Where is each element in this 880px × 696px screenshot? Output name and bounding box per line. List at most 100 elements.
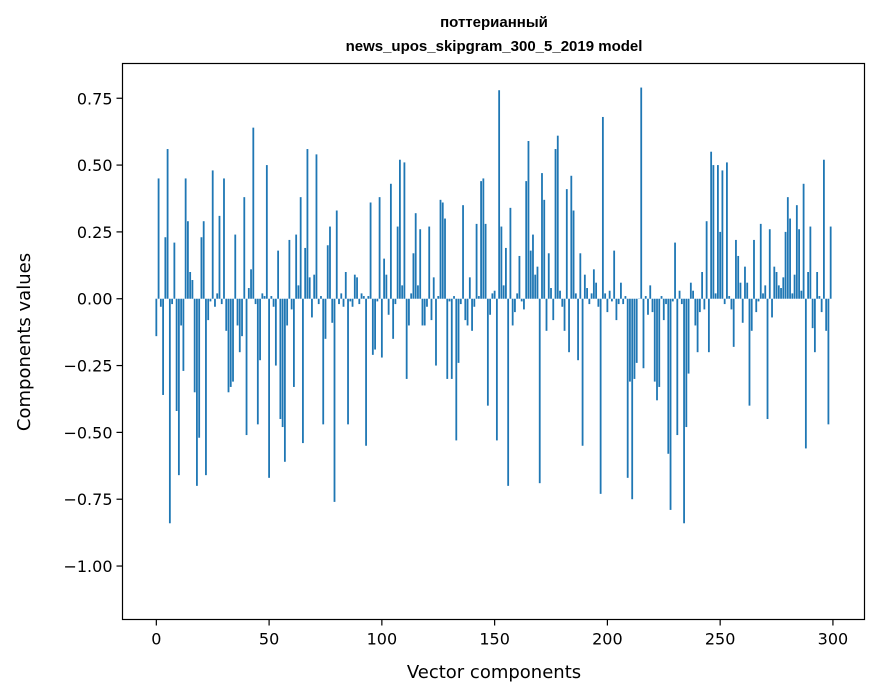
bar xyxy=(818,296,821,299)
bar xyxy=(581,298,584,446)
bar xyxy=(270,296,273,299)
bar xyxy=(656,298,658,401)
bar xyxy=(735,239,737,299)
bar xyxy=(707,298,710,353)
bar xyxy=(405,298,408,379)
bar xyxy=(189,272,192,299)
bar xyxy=(597,298,600,307)
bar xyxy=(784,231,787,299)
bar xyxy=(480,181,482,299)
bar xyxy=(205,298,207,476)
bar xyxy=(780,288,782,299)
bar xyxy=(491,293,494,299)
bar xyxy=(651,298,654,313)
bar xyxy=(547,253,550,299)
bar xyxy=(286,298,289,326)
bar xyxy=(820,298,823,313)
bar xyxy=(392,298,395,339)
bar xyxy=(349,298,352,302)
bar xyxy=(579,253,582,299)
bar xyxy=(795,205,798,299)
bar xyxy=(509,207,512,299)
bar xyxy=(335,210,338,299)
bar xyxy=(437,296,440,299)
bar xyxy=(741,298,744,323)
bar xyxy=(247,288,250,299)
bar xyxy=(764,285,767,299)
bar xyxy=(200,237,203,299)
bar xyxy=(175,298,178,411)
bar xyxy=(236,298,239,326)
bar xyxy=(180,298,183,326)
bar xyxy=(595,282,598,299)
bar xyxy=(696,298,699,353)
bar xyxy=(671,298,674,302)
x-tick-label: 100 xyxy=(367,630,398,649)
bar xyxy=(511,298,514,326)
bars-group xyxy=(155,87,832,524)
bar xyxy=(252,127,255,299)
bar xyxy=(755,298,758,313)
bar xyxy=(802,183,805,299)
bar xyxy=(250,269,252,299)
bar xyxy=(633,298,636,379)
bar xyxy=(495,298,498,441)
bar xyxy=(259,298,261,361)
bar xyxy=(177,298,180,476)
bar xyxy=(807,272,810,299)
bar xyxy=(753,239,755,299)
bar xyxy=(647,298,649,315)
bar xyxy=(500,226,503,299)
y-tick-label: 0.75 xyxy=(77,89,113,108)
bar xyxy=(232,298,234,382)
bar xyxy=(421,298,424,326)
bar xyxy=(565,189,568,299)
bar xyxy=(218,215,221,299)
bar xyxy=(615,298,618,321)
bar xyxy=(435,298,437,366)
bar xyxy=(687,298,690,374)
bar xyxy=(238,298,241,353)
bar xyxy=(611,298,613,302)
bar xyxy=(162,298,164,395)
bar xyxy=(358,298,361,305)
bar xyxy=(385,274,388,299)
chart-title-line2: news_upos_skipgram_300_5_2019 model xyxy=(346,38,643,55)
bar xyxy=(685,298,688,428)
bar xyxy=(728,296,731,299)
bar xyxy=(234,234,237,299)
bar xyxy=(389,183,392,299)
bar xyxy=(692,290,694,299)
bar xyxy=(809,226,812,299)
bar xyxy=(356,277,358,299)
bar xyxy=(378,197,381,299)
bar xyxy=(827,298,830,425)
bar xyxy=(362,296,365,299)
bar xyxy=(473,298,476,307)
bar xyxy=(351,298,354,307)
y-tick-label: 0.00 xyxy=(77,290,113,309)
bar xyxy=(387,298,390,315)
bar xyxy=(793,274,796,299)
bar xyxy=(369,202,372,299)
bar xyxy=(338,298,340,305)
bar xyxy=(516,293,519,299)
bar xyxy=(617,298,620,305)
bar xyxy=(159,298,162,307)
bar xyxy=(227,298,230,393)
bar xyxy=(622,298,625,305)
bar xyxy=(649,285,652,299)
bar xyxy=(829,226,832,299)
bar xyxy=(168,298,171,524)
bar xyxy=(374,298,376,350)
bar xyxy=(703,298,706,310)
bar xyxy=(457,298,460,363)
bar xyxy=(202,221,205,299)
bar xyxy=(306,149,309,299)
bar xyxy=(608,290,611,299)
bar xyxy=(683,298,685,524)
bar xyxy=(464,298,467,321)
bar xyxy=(525,181,528,299)
bar xyxy=(629,298,631,382)
bar xyxy=(586,288,588,299)
